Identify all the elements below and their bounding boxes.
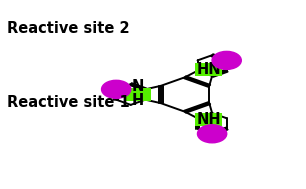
Circle shape [102,80,131,98]
Bar [195,113,222,126]
Circle shape [212,51,241,69]
Text: NH: NH [196,112,221,127]
Circle shape [197,125,227,143]
Bar [195,63,222,76]
Bar [124,88,151,101]
Text: N
H: N H [132,79,144,108]
Text: Reactive site 2: Reactive site 2 [7,21,129,36]
Text: Reactive site 1: Reactive site 1 [7,94,129,109]
Text: HN: HN [196,62,221,77]
